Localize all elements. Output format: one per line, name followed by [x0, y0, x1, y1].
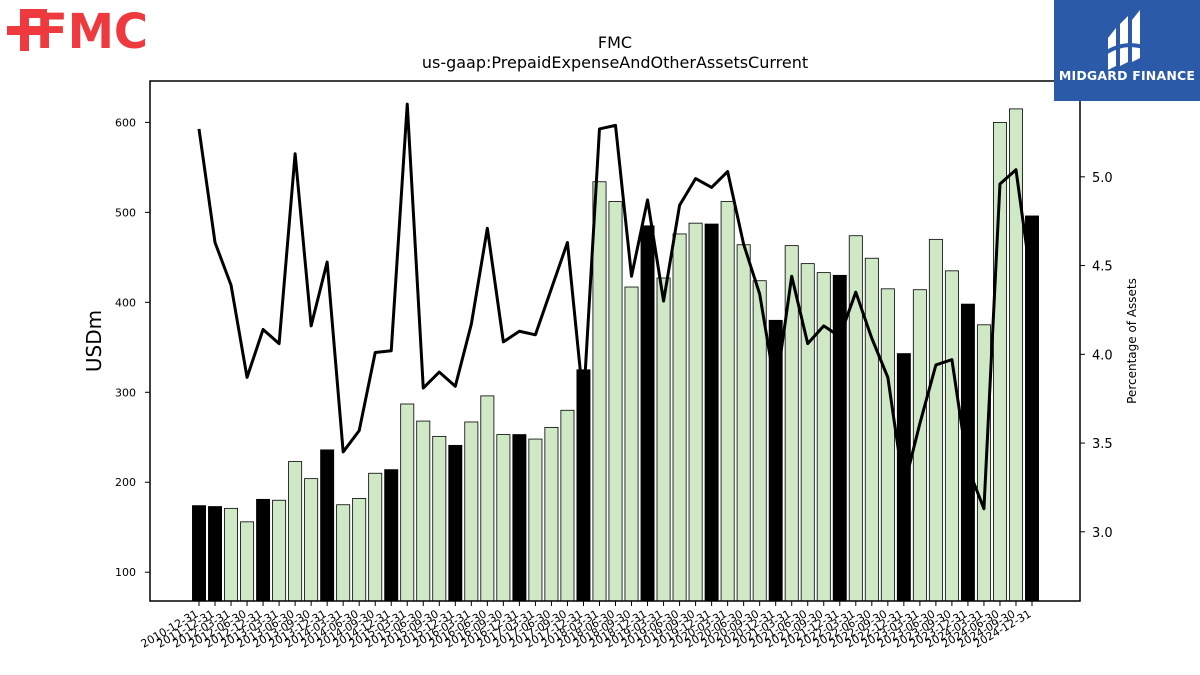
midgard-logo-text: MIDGARD FINANCE — [1058, 68, 1196, 83]
bar-2018-12-31 — [640, 225, 655, 602]
bar-2019-12-31 — [704, 223, 719, 602]
bar-2018-03-31 — [592, 181, 607, 602]
bar-2024-09-30 — [1009, 108, 1023, 602]
midgard-mark-icon — [1102, 10, 1147, 70]
bar-2013-06-30 — [288, 461, 303, 602]
bar-2021-06-30 — [800, 263, 815, 602]
bar-2013-03-31 — [272, 499, 287, 602]
midgard-finance-logo: MIDGARD FINANCE — [1054, 0, 1200, 101]
bar-2022-03-31 — [848, 235, 863, 602]
bar-2014-12-31 — [384, 469, 399, 602]
bar-2018-09-30 — [624, 286, 639, 602]
y2-tick-label: 4.5 — [1092, 260, 1113, 275]
chart-subtitle: us-gaap:PrepaidExpenseAndOtherAssetsCurr… — [422, 53, 808, 72]
bar-2018-06-30 — [608, 201, 623, 602]
bar-2014-06-30 — [352, 498, 367, 602]
bar-2016-12-31 — [512, 434, 527, 602]
y-tick-label: 600 — [115, 116, 136, 129]
bar-2010-12-31 — [192, 505, 206, 602]
y-tick-label: 200 — [115, 476, 136, 489]
bar-layer — [192, 108, 1039, 602]
y2-tick-label: 4.0 — [1092, 348, 1113, 363]
bar-2015-03-31 — [400, 403, 415, 602]
bar-2012-06-30 — [240, 521, 255, 602]
fmc-logo-text: FMC — [36, 4, 148, 52]
bar-2014-09-30 — [368, 472, 383, 602]
bar-2017-06-30 — [544, 426, 559, 602]
bar-2013-12-31 — [320, 449, 335, 602]
bar-2016-03-31 — [464, 421, 479, 602]
chart-title: FMC — [598, 33, 632, 52]
bar-2022-06-30 — [864, 257, 879, 602]
bar-2024-03-31 — [976, 324, 991, 602]
bar-2013-09-30 — [304, 478, 319, 602]
y-tick-label: 100 — [115, 566, 136, 579]
bar-2012-12-31 — [256, 498, 271, 602]
bar-2023-09-30 — [944, 270, 959, 602]
bar-2019-06-30 — [672, 233, 687, 602]
bar-2019-09-30 — [688, 222, 703, 602]
bar-2015-12-31 — [448, 444, 463, 602]
fmc-logo: FMC — [4, 4, 154, 60]
bar-2020-06-30 — [736, 244, 751, 602]
y2-axis-label: Percentage of Assets — [1125, 278, 1139, 404]
y2-tick-label: 3.5 — [1092, 437, 1113, 452]
bar-2011-12-31 — [208, 506, 222, 602]
bar-2019-03-31 — [656, 277, 671, 602]
y-tick-label: 500 — [115, 206, 136, 219]
bar-2017-12-31 — [576, 369, 591, 602]
y-tick-label: 300 — [115, 386, 136, 399]
bar-2023-06-30 — [928, 238, 943, 602]
bar-2024-12-31 — [1025, 215, 1039, 602]
y2-tick-label: 5.0 — [1092, 171, 1113, 186]
bar-2015-09-30 — [432, 435, 447, 602]
axes-layer: 1002003004005006003.03.54.04.55.02010-12… — [115, 116, 1113, 650]
bar-2012-03-31 — [224, 507, 239, 602]
y-axis-label: USDm — [82, 310, 106, 372]
bar-2014-03-31 — [336, 504, 351, 602]
bar-2017-09-30 — [560, 409, 575, 602]
bar-2017-03-31 — [528, 438, 543, 602]
bar-2021-09-30 — [816, 272, 831, 602]
bar-2023-12-31 — [960, 303, 975, 602]
bar-2016-06-30 — [480, 395, 495, 602]
bar-2020-03-31 — [720, 201, 735, 602]
pct-assets-line — [197, 102, 1034, 511]
y-tick-label: 400 — [115, 296, 136, 309]
y2-tick-label: 3.0 — [1092, 526, 1113, 541]
bar-2016-09-30 — [496, 434, 511, 602]
bar-2015-06-30 — [416, 420, 431, 602]
bar-2022-09-30 — [880, 288, 895, 602]
line-layer — [197, 102, 1034, 511]
